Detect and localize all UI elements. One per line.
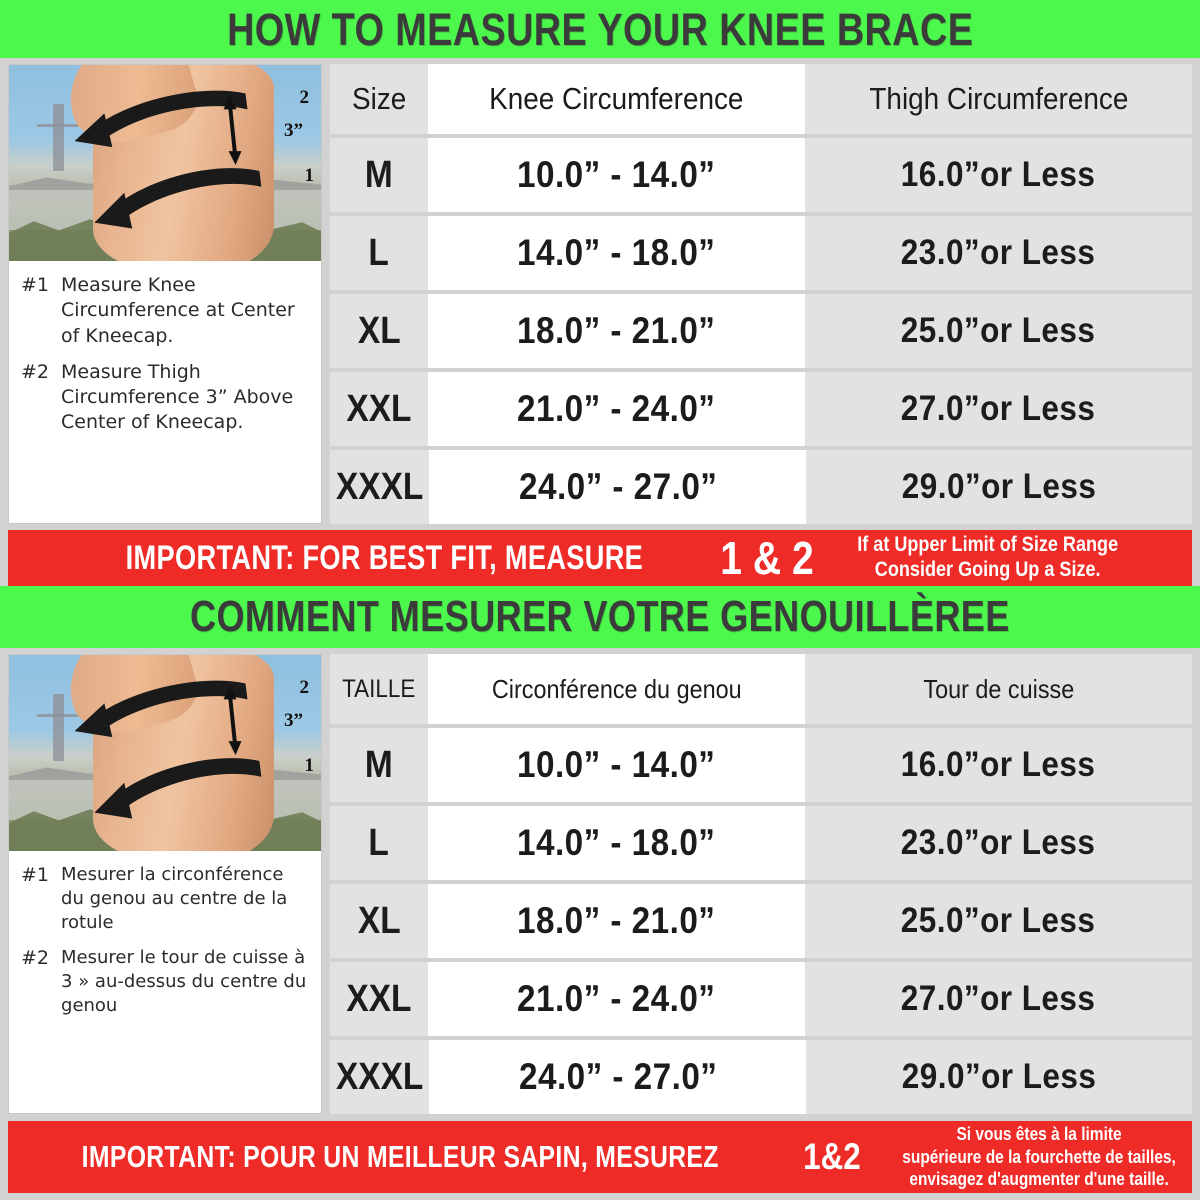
table-row: L 14.0” - 18.0” 23.0”or Less (330, 806, 1192, 880)
size-table-fr: TAILLE Circonférence du genou Tour de cu… (330, 654, 1192, 1114)
cell-size: L (368, 821, 390, 864)
table-header-row: TAILLE Circonférence du genou Tour de cu… (330, 654, 1192, 724)
cell-knee: 14.0” - 18.0” (517, 822, 716, 863)
cell-knee: 18.0” - 21.0” (517, 900, 716, 941)
photo-label-distance-fr: 3” (284, 710, 303, 731)
table-row: XL 18.0” - 21.0” 25.0”or Less (330, 294, 1192, 368)
instruction-number: #1 (21, 274, 50, 296)
instruction-item: #1 Measure Knee Circumference at Center … (21, 273, 311, 349)
cell-knee: 21.0” - 24.0” (517, 388, 716, 429)
knee-measurement-photo-fr: 2 1 3” (9, 655, 321, 851)
table-row: XXXL 24.0” - 27.0” 29.0”or Less (330, 450, 1192, 524)
cell-thigh: 29.0”or Less (901, 467, 1097, 506)
table-header-row: Size Knee Circumference Thigh Circumfere… (330, 64, 1192, 134)
knee-measurement-photo-en: 2 1 3” (9, 65, 321, 261)
column-header-thigh: Tour de cuisse (923, 673, 1074, 704)
cell-thigh: 23.0”or Less (901, 233, 1096, 272)
cell-size: M (365, 153, 393, 196)
cell-knee: 10.0” - 14.0” (517, 744, 716, 785)
instruction-number: #1 (21, 864, 50, 886)
banner-main-text-en: IMPORTANT: FOR BEST FIT, MEASURE (125, 538, 644, 577)
instructions-en: #1 Measure Knee Circumference at Center … (9, 261, 321, 523)
cell-size: XXL (346, 387, 412, 430)
cell-thigh: 23.0”or Less (901, 823, 1096, 862)
instruction-number: #2 (21, 360, 50, 383)
photo-instructions-panel-en: 2 1 3” #1 Measure Knee Circumference at … (8, 64, 322, 524)
cell-thigh: 29.0”or Less (901, 1057, 1097, 1096)
banner-big-text-fr: 1&2 (803, 1136, 862, 1177)
banner-sub-line1-en: If at Upper Limit of Size Range (856, 533, 1118, 557)
measurement-arrows-icon (74, 680, 262, 819)
cell-thigh: 27.0”or Less (901, 979, 1096, 1018)
table-row: M 10.0” - 14.0” 16.0”or Less (330, 728, 1192, 802)
instructions-fr: #1 Mesurer la circonférence du genou au … (9, 851, 321, 1113)
photo-label-distance-en: 3” (284, 120, 303, 141)
cell-knee: 24.0” - 27.0” (518, 1056, 717, 1097)
title-bar-fr: COMMENT MESURER VOTRE GENOUILLÈREE (0, 586, 1200, 648)
banner-main-text-fr: IMPORTANT: POUR UN MEILLEUR SAPIN, MESUR… (81, 1139, 719, 1174)
cell-size: XL (357, 899, 401, 942)
photo-label-2-en: 2 (299, 87, 310, 108)
instruction-text: Mesurer le tour de cuisse à 3 » au-dessu… (61, 946, 307, 1016)
cell-size: XXL (346, 977, 412, 1020)
table-row: XL 18.0” - 21.0” 25.0”or Less (330, 884, 1192, 958)
cell-knee: 21.0” - 24.0” (517, 978, 716, 1019)
instruction-text: Measure Thigh Circumference 3” Above Cen… (61, 360, 294, 434)
column-header-knee: Circonférence du genou (491, 673, 742, 704)
important-banner-fr: IMPORTANT: POUR UN MEILLEUR SAPIN, MESUR… (8, 1121, 1192, 1193)
instruction-item: #1 Mesurer la circonférence du genou au … (21, 863, 311, 935)
banner-sub-line3-fr: envisagez d'augmenter d'une taille. (909, 1169, 1169, 1190)
cell-size: XL (357, 309, 401, 352)
table-row: L 14.0” - 18.0” 23.0”or Less (330, 216, 1192, 290)
table-row: M 10.0” - 14.0” 16.0”or Less (330, 138, 1192, 212)
instruction-text: Measure Knee Circumference at Center of … (61, 274, 295, 347)
column-header-thigh: Thigh Circumference (869, 81, 1128, 116)
banner-sub-line2-en: Consider Going Up a Size. (874, 558, 1101, 581)
photo-label-1-fr: 1 (304, 755, 315, 776)
instruction-text: Mesurer la circonférence du genou au cen… (61, 864, 288, 933)
cell-knee: 24.0” - 27.0” (518, 466, 717, 507)
cell-thigh: 25.0”or Less (901, 311, 1096, 350)
cell-size: L (368, 231, 390, 274)
photo-label-1-en: 1 (304, 165, 315, 186)
instruction-item: #2 Measure Thigh Circumference 3” Above … (21, 360, 311, 436)
cell-size: M (365, 743, 393, 786)
page-title-en: HOW TO MEASURE YOUR KNEE BRACE (226, 3, 974, 55)
cell-knee: 10.0” - 14.0” (517, 154, 716, 195)
cell-thigh: 27.0”or Less (901, 389, 1096, 428)
cell-size: XXXL (335, 1055, 424, 1098)
banner-big-text-en: 1 & 2 (719, 532, 814, 584)
cell-thigh: 16.0”or Less (901, 745, 1096, 784)
cell-thigh: 16.0”or Less (901, 155, 1096, 194)
cell-size: XXXL (335, 465, 424, 508)
column-header-size: Size (351, 81, 407, 116)
banner-sub-line2-fr: supérieure de la fourchette de tailles, (902, 1146, 1176, 1167)
banner-sub-text-fr: Si vous êtes à la limite supérieure de l… (902, 1123, 1176, 1191)
column-header-knee: Knee Circumference (489, 81, 744, 116)
cell-thigh: 25.0”or Less (901, 901, 1096, 940)
cell-knee: 18.0” - 21.0” (517, 310, 716, 351)
cell-knee: 14.0” - 18.0” (517, 232, 716, 273)
instruction-number: #2 (21, 946, 50, 969)
section-fr: 2 1 3” #1 Mesurer la circonférence du ge… (0, 648, 1200, 1114)
important-banner-en: IMPORTANT: FOR BEST FIT, MEASURE 1 & 2 I… (8, 530, 1192, 586)
table-row: XXXL 24.0” - 27.0” 29.0”or Less (330, 1040, 1192, 1114)
photo-label-2-fr: 2 (299, 677, 310, 698)
photo-instructions-panel-fr: 2 1 3” #1 Mesurer la circonférence du ge… (8, 654, 322, 1114)
banner-sub-line1-fr: Si vous êtes à la limite (956, 1124, 1122, 1145)
table-row: XXL 21.0” - 24.0” 27.0”or Less (330, 962, 1192, 1036)
table-row: XXL 21.0” - 24.0” 27.0”or Less (330, 372, 1192, 446)
page-title-fr: COMMENT MESURER VOTRE GENOUILLÈREE (190, 592, 1010, 641)
column-header-size: TAILLE (342, 674, 416, 703)
banner-sub-text-en: If at Upper Limit of Size Range Consider… (857, 533, 1118, 583)
section-en: 2 1 3” #1 Measure Knee Circumference at … (0, 58, 1200, 524)
title-bar-en: HOW TO MEASURE YOUR KNEE BRACE (0, 0, 1200, 58)
instruction-item: #2 Mesurer le tour de cuisse à 3 » au-de… (21, 946, 311, 1018)
measurement-arrows-icon (74, 90, 262, 229)
size-table-en: Size Knee Circumference Thigh Circumfere… (330, 64, 1192, 524)
